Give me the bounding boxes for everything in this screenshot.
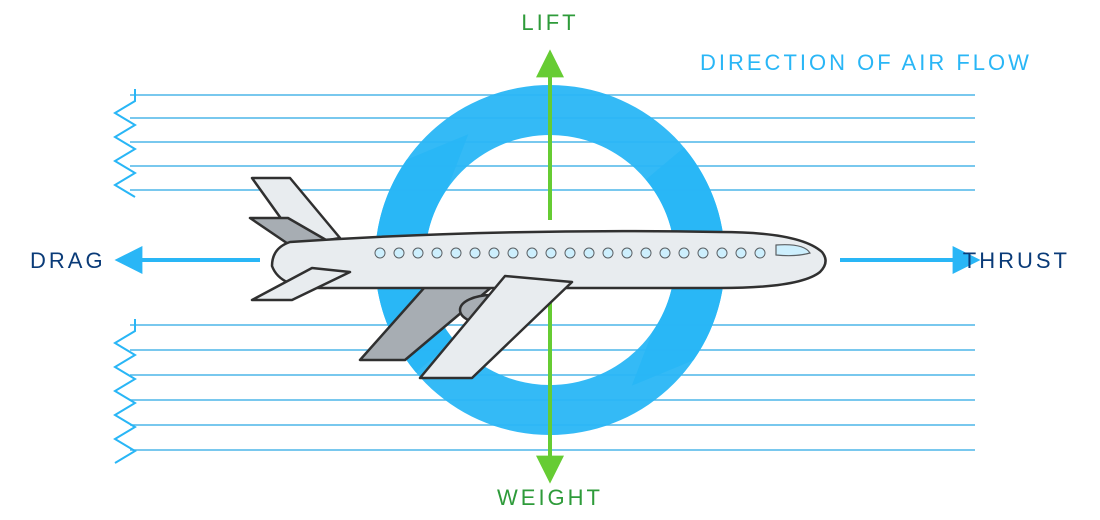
airflow-direction-label: DIRECTION OF AIR FLOW <box>700 50 1032 75</box>
lift-label: LIFT <box>521 10 578 35</box>
drag-label: DRAG <box>30 248 106 273</box>
airflow-turbulence-icon <box>115 89 135 463</box>
airplane-icon <box>250 178 826 378</box>
thrust-label: THRUST <box>963 248 1070 273</box>
weight-label: WEIGHT <box>497 485 603 510</box>
forces-of-flight-diagram: LIFT WEIGHT DRAG THRUST DIRECTION OF AIR… <box>0 0 1100 520</box>
